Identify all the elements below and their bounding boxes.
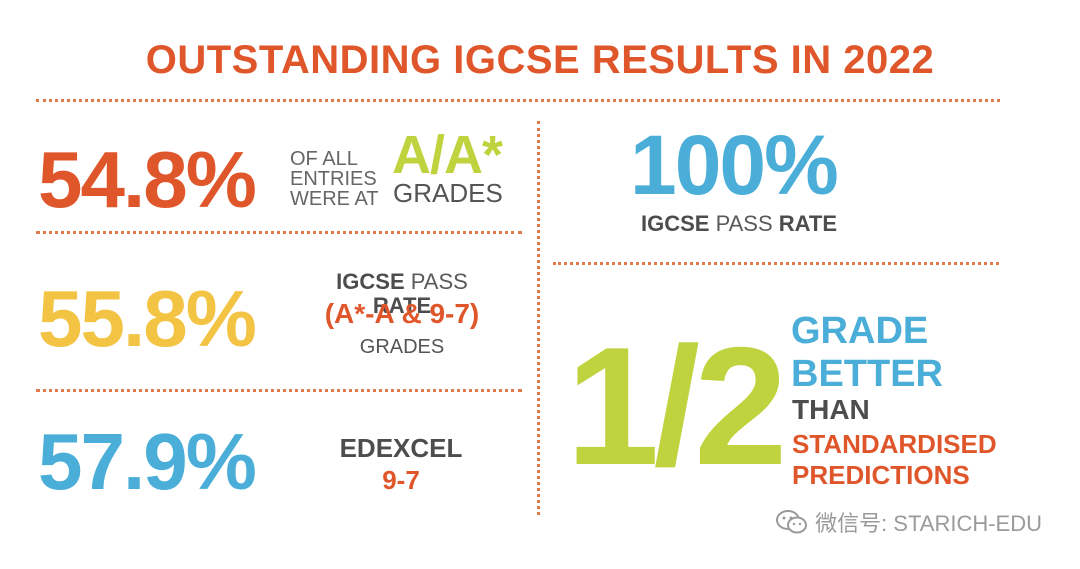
stat1-grade: A/A* (392, 125, 503, 185)
stat5-value: 1/2 (566, 312, 788, 500)
stat2-range: (A*-A & 9-7) (324, 298, 480, 329)
watermark: 微信号: STARICH-EDU (775, 506, 1042, 538)
page-title: OUTSTANDING IGCSE RESULTS IN 2022 (145, 38, 935, 82)
stat4-rate: RATE (778, 211, 838, 236)
stat4-igcse: IGCSE (640, 211, 710, 236)
vertical-divider (537, 121, 540, 515)
stat4-pass-rate: IGCSE PASS RATE (610, 211, 868, 237)
title-divider (36, 99, 1000, 102)
stat2-rate: RATE (372, 293, 432, 318)
divider-right-1 (553, 262, 999, 265)
stat1-line1: OF ALL (290, 148, 358, 170)
stat5-line3: THAN (792, 394, 870, 425)
stat5-line1: GRADE (791, 310, 929, 352)
stat2-igcse: IGCSE (336, 269, 405, 294)
wechat-icon (775, 508, 809, 536)
stat2-pass-rate: IGCSE PASS RATE (304, 270, 500, 318)
stat5-line2: BETTER (791, 353, 943, 395)
stat1-description: OF ALL ENTRIES WERE AT (290, 149, 379, 209)
stat1-grades-label: GRADES (393, 178, 503, 208)
stat5-line5: PREDICTIONS (792, 460, 970, 490)
stat3-grade: 9-7 (382, 465, 420, 495)
stat5-line4: STANDARDISED (792, 429, 997, 459)
stat1-line2: ENTRIES (290, 168, 377, 190)
divider-left-2 (36, 389, 522, 392)
stat3-board: EDEXCEL (339, 433, 463, 463)
stat2-value: 55.8% (38, 274, 257, 363)
stat1-line3: WERE AT (290, 188, 379, 210)
stat1-value: 54.8% (38, 135, 257, 224)
stat2-grades-label: GRADES (359, 336, 445, 358)
stat2-pass: PASS (410, 269, 468, 294)
stat3-value: 57.9% (38, 417, 257, 506)
stat4-pass: PASS (715, 211, 773, 236)
divider-left-1 (36, 231, 522, 234)
watermark-text: 微信号: STARICH-EDU (815, 511, 1042, 536)
stat4-value: 100% (630, 118, 839, 212)
